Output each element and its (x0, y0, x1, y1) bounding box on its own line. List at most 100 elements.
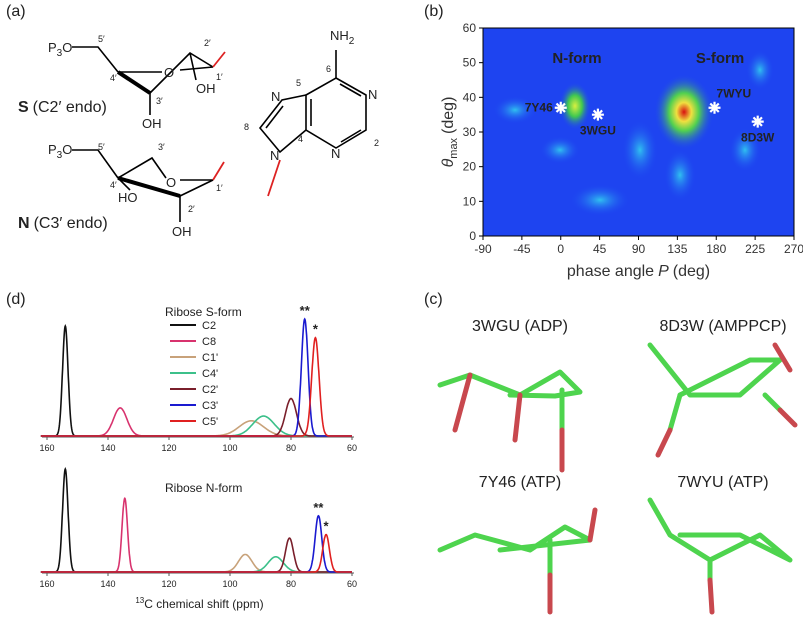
atom-label: 4′ (110, 73, 117, 83)
atom-label: N (368, 87, 377, 102)
x-tick-label: 80 (286, 443, 296, 453)
atom-label: OH (172, 224, 192, 239)
atom-label: P3O (48, 40, 72, 59)
panel-label: (d) (6, 291, 26, 308)
x-axis-text: C chemical shift (ppm) (144, 597, 263, 611)
y-tick-label: 60 (463, 21, 477, 35)
x-tick-label: 180 (706, 242, 726, 256)
atom-label: 4 (298, 134, 303, 144)
atom-text: 4′ (110, 73, 117, 83)
atom-text: 6 (326, 64, 331, 74)
atom-text: P (48, 40, 57, 55)
atom-text: 2 (374, 138, 379, 148)
atom-text: NH (330, 28, 349, 43)
atom-text: N (271, 89, 280, 104)
spectrum-title: Ribose S-form (165, 305, 242, 319)
y-tick-label: 50 (463, 56, 477, 70)
x-tick-label: 60 (347, 579, 357, 589)
x-tick-label: 100 (222, 579, 237, 589)
point (554, 101, 567, 114)
atom-label: N (270, 148, 279, 163)
atom-label: N (331, 146, 340, 161)
x-tick-label: 45 (593, 242, 607, 256)
form-name: N (18, 215, 30, 232)
atom-label: 3′ (156, 96, 163, 106)
x-tick-label: 120 (161, 443, 176, 453)
x-tick-label: 160 (39, 443, 54, 453)
structure-bonds (72, 46, 367, 222)
legend-label: C1' (202, 352, 218, 364)
spectrum-line (40, 553, 352, 573)
atom-label: 2 (374, 138, 379, 148)
y-axis-label: θmax (deg) (440, 97, 460, 168)
peak-annotation: * (313, 322, 319, 337)
atom-text: N (270, 148, 279, 163)
atom-text: HO (118, 190, 138, 205)
atom-text: O (166, 175, 176, 190)
y-tick-label: 10 (463, 194, 477, 208)
atom-label: 4′ (110, 180, 117, 190)
atom-text: OH (196, 81, 216, 96)
y-tick-label: 0 (469, 229, 476, 243)
spectrum-line (40, 336, 352, 437)
model-title: 7Y46 (ATP) (479, 474, 561, 491)
point (591, 108, 604, 121)
legend-label: C4' (202, 368, 218, 380)
x-axis-text: phase angle (567, 263, 654, 280)
peak-annotation: ** (313, 500, 324, 515)
y-tick-label: 30 (463, 125, 477, 139)
x-tick-label: 90 (632, 242, 646, 256)
x-tick-label: 120 (161, 579, 176, 589)
form-description: (C2′ endo) (33, 99, 107, 116)
atom-label: 2′ (204, 38, 211, 48)
x-tick-label: 140 (100, 443, 115, 453)
point-label: 3WGU (580, 124, 616, 138)
form-label: S (C2′ endo) (18, 99, 107, 116)
atom-text: 4 (298, 134, 303, 144)
atom-text: 5 (296, 78, 301, 88)
atom-text: 2′ (204, 38, 211, 48)
spectrum-title: Ribose N-form (165, 481, 242, 495)
x-tick-label: 140 (100, 579, 115, 589)
legend-label: C5' (202, 416, 218, 428)
annotation: N-form (552, 50, 601, 67)
atom-label: N (271, 89, 280, 104)
x-tick-label: -90 (474, 242, 492, 256)
atom-text: 1′ (216, 183, 223, 193)
x-axis-label: phase angle P (deg) (567, 263, 710, 280)
atom-text: 5′ (98, 142, 105, 152)
atom-label: NH2 (330, 28, 355, 47)
point-label: 7Y46 (525, 101, 553, 115)
spectrum-line (40, 556, 352, 573)
atom-subscript: 2 (349, 36, 355, 47)
atom-label: 1′ (216, 183, 223, 193)
atom-text: P (48, 142, 57, 157)
y-axis-symbol: θ (440, 158, 457, 167)
atom-label: 3′ (158, 142, 165, 152)
x-axis-isotope: 13 (135, 596, 144, 605)
atom-text: 1′ (216, 72, 223, 82)
atom-label: 5′ (98, 34, 105, 44)
point (708, 101, 721, 114)
point (751, 115, 764, 128)
y-axis-unit: (deg) (440, 97, 457, 134)
x-axis-label: 13C chemical shift (ppm) (135, 596, 263, 611)
atom-text: 8 (244, 122, 249, 132)
atom-text: 4′ (110, 180, 117, 190)
x-tick-label: 160 (39, 579, 54, 589)
x-tick-label: 80 (286, 579, 296, 589)
model-title: 3WGU (ADP) (472, 318, 568, 335)
spectrum-line (40, 514, 352, 573)
y-tick-label: 20 (463, 160, 477, 174)
x-axis-unit: (deg) (673, 263, 710, 280)
spectrum-line (40, 317, 352, 437)
atom-label: 5 (296, 78, 301, 88)
y-axis-subscript: max (448, 137, 460, 158)
panel-label: (a) (6, 3, 26, 20)
x-tick-label: 270 (784, 242, 803, 256)
x-tick-label: -45 (513, 242, 531, 256)
x-tick-label: 0 (557, 242, 564, 256)
atom-label: O (164, 65, 174, 80)
point-label: 8D3W (741, 131, 775, 145)
form-name: S (18, 99, 29, 116)
